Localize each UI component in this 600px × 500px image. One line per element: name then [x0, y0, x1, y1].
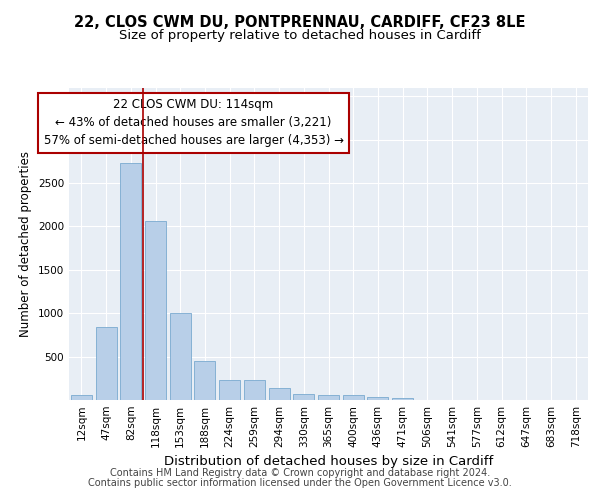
Bar	[269, 388, 290, 400]
Text: Size of property relative to detached houses in Cardiff: Size of property relative to detached ho…	[119, 30, 481, 43]
Text: Contains public sector information licensed under the Open Government Licence v3: Contains public sector information licen…	[88, 478, 512, 488]
Text: 22 CLOS CWM DU: 114sqm
← 43% of detached houses are smaller (3,221)
57% of semi-: 22 CLOS CWM DU: 114sqm ← 43% of detached…	[44, 98, 344, 148]
Bar	[343, 395, 364, 400]
Y-axis label: Number of detached properties: Number of detached properties	[19, 151, 32, 337]
Bar	[244, 380, 265, 400]
Bar	[95, 326, 116, 400]
Bar	[367, 397, 388, 400]
Text: Contains HM Land Registry data © Crown copyright and database right 2024.: Contains HM Land Registry data © Crown c…	[110, 468, 490, 477]
X-axis label: Distribution of detached houses by size in Cardiff: Distribution of detached houses by size …	[164, 456, 493, 468]
Bar	[293, 394, 314, 400]
Bar	[392, 398, 413, 400]
Bar	[318, 395, 339, 400]
Bar	[194, 360, 215, 400]
Bar	[120, 163, 141, 400]
Bar	[71, 395, 92, 400]
Text: 22, CLOS CWM DU, PONTPRENNAU, CARDIFF, CF23 8LE: 22, CLOS CWM DU, PONTPRENNAU, CARDIFF, C…	[74, 15, 526, 30]
Bar	[145, 221, 166, 400]
Bar	[219, 380, 240, 400]
Bar	[170, 313, 191, 400]
